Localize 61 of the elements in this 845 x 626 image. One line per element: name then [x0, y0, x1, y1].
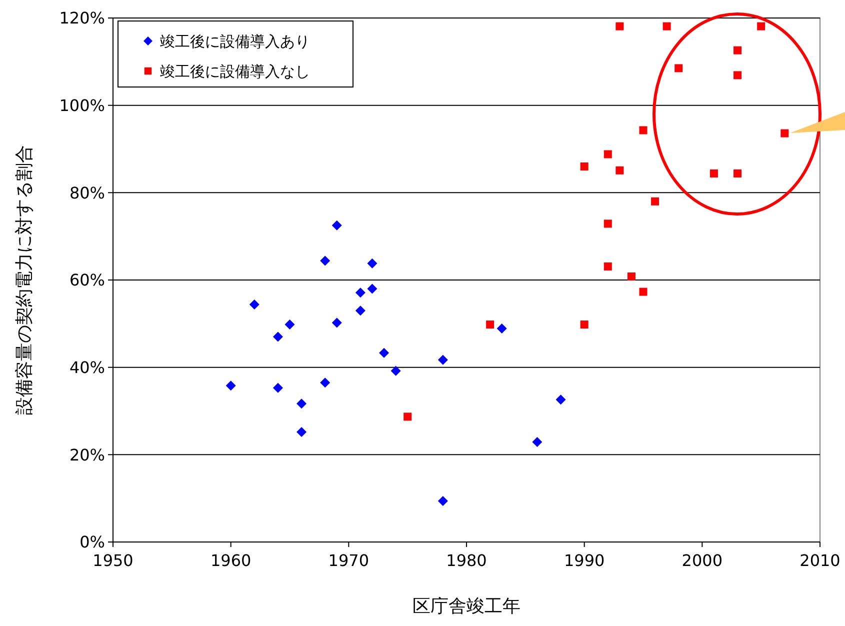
point — [639, 126, 648, 134]
point — [249, 299, 260, 310]
point — [355, 306, 366, 316]
point — [651, 197, 660, 206]
point — [580, 162, 588, 170]
point — [332, 318, 342, 328]
point — [438, 496, 448, 506]
y-tick-label: 20% — [69, 445, 105, 464]
x-tick-label: 1950 — [92, 551, 134, 570]
x-tick-label: 2000 — [682, 551, 723, 570]
point — [332, 220, 342, 230]
point — [226, 380, 236, 391]
point — [532, 437, 542, 448]
point — [604, 220, 612, 228]
point — [367, 284, 378, 294]
y-tick-label: 40% — [69, 358, 105, 377]
point — [320, 256, 330, 266]
point — [379, 348, 390, 358]
point — [734, 169, 742, 178]
x-tick-label: 1990 — [564, 551, 605, 570]
y-tick-label: 80% — [69, 183, 105, 202]
point — [580, 320, 588, 329]
point — [355, 288, 366, 298]
point — [662, 22, 671, 30]
point — [272, 382, 283, 393]
x-tick-label: 1970 — [328, 551, 370, 570]
point — [616, 166, 624, 174]
point — [404, 412, 412, 421]
x-axis-title: 区庁舎竣工年 — [412, 596, 520, 617]
point — [390, 366, 401, 376]
point — [674, 64, 683, 72]
y-axis-title: 設備容量の契約電力に対する割合 — [14, 145, 35, 415]
point — [296, 426, 307, 437]
y-tick-label: 100% — [59, 96, 105, 115]
point — [710, 169, 718, 178]
point — [604, 150, 612, 158]
point — [556, 394, 566, 405]
point — [496, 323, 507, 334]
legend-label: 竣工後に設備導入あり — [160, 32, 310, 50]
point — [272, 332, 283, 342]
point — [367, 258, 378, 268]
point — [320, 378, 330, 388]
x-tick-label: 1960 — [210, 551, 252, 570]
y-tick-label: 60% — [69, 270, 105, 290]
point — [616, 22, 624, 30]
point — [734, 71, 742, 80]
point — [486, 320, 494, 329]
point — [296, 398, 307, 409]
x-tick-label: 2010 — [800, 551, 840, 570]
x-tick-label: 1980 — [446, 551, 487, 570]
point — [627, 272, 636, 281]
point — [438, 354, 448, 365]
point — [780, 129, 789, 138]
y-tick-label: 0% — [80, 532, 105, 552]
legend-label: 竣工後に設備導入なし — [160, 62, 310, 80]
y-tick-label: 120% — [59, 8, 105, 28]
point — [604, 262, 612, 270]
point — [757, 22, 766, 30]
point — [284, 320, 295, 330]
point — [734, 46, 742, 54]
point — [639, 288, 648, 296]
